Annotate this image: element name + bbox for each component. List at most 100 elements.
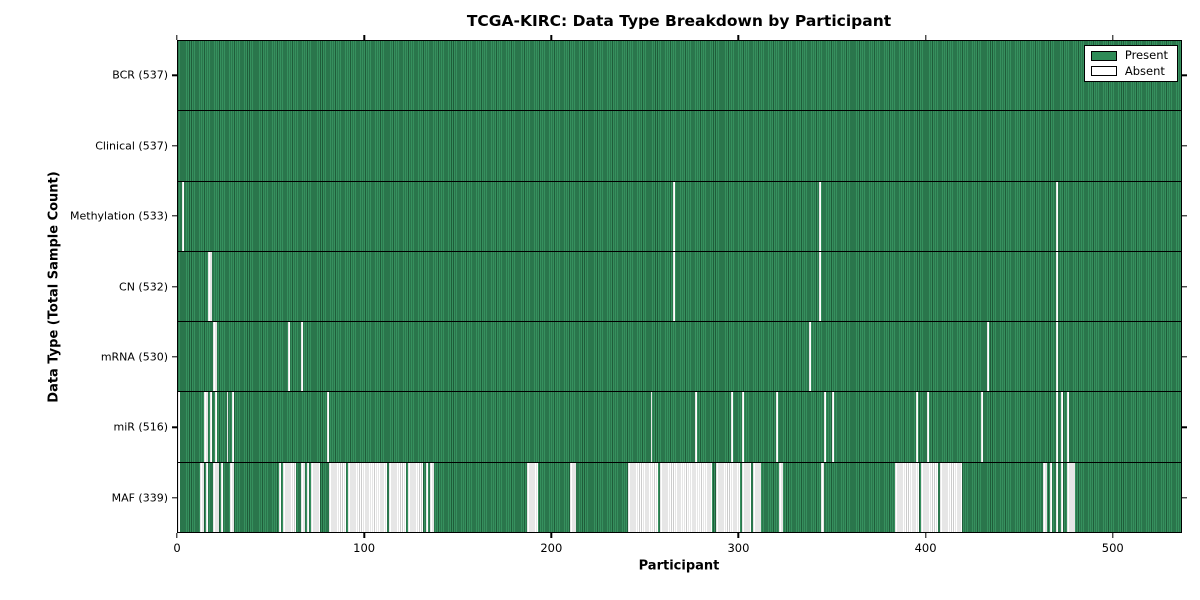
absent-segment — [570, 462, 576, 532]
absent-segment — [742, 462, 752, 532]
top-tick-mark — [737, 35, 740, 40]
right-tick-mark — [1182, 215, 1187, 217]
absent-segment — [895, 462, 920, 532]
legend-item-absent: Absent — [1090, 63, 1168, 78]
absent-segment — [659, 462, 713, 532]
data-type-row-miR — [178, 392, 1181, 463]
absent-segment — [204, 392, 208, 462]
absent-segment — [753, 462, 761, 532]
absent-segment — [1055, 462, 1058, 532]
y-tick-label-Methylation: Methylation (533) — [70, 209, 168, 223]
top-tick-mark — [550, 35, 552, 40]
top-tick-mark — [924, 35, 927, 40]
absent-segment — [282, 462, 296, 532]
y-tick-label-BCR: BCR (537) — [112, 68, 168, 82]
right-tick-mark — [1182, 497, 1187, 499]
x-tick-mark — [550, 533, 552, 538]
absent-segment — [824, 392, 827, 462]
y-tick-label-Clinical: Clinical (537) — [95, 139, 168, 153]
absent-segment — [986, 322, 989, 392]
legend-swatch-absent-icon — [1090, 66, 1117, 77]
x-axis-title: Participant — [638, 558, 720, 574]
y-tick-mark — [172, 497, 177, 499]
absent-segment — [672, 251, 675, 322]
right-tick-mark — [1182, 356, 1187, 358]
absent-segment — [288, 322, 291, 392]
top-tick-mark — [1112, 35, 1114, 40]
absent-segment — [730, 392, 733, 462]
absent-segment — [926, 392, 929, 462]
x-tick-label: 100 — [353, 541, 376, 555]
data-type-row-MAF — [178, 462, 1181, 532]
absent-segment — [310, 462, 320, 532]
absent-segment — [818, 251, 821, 322]
right-tick-mark — [1182, 74, 1187, 76]
x-tick-mark — [924, 533, 927, 538]
absent-segment — [181, 181, 184, 251]
x-tick-mark — [1112, 533, 1114, 538]
y-tick-mark — [172, 285, 177, 288]
absent-segment — [775, 392, 778, 462]
absent-segment — [329, 462, 347, 532]
absent-segment — [1050, 462, 1053, 532]
absent-segment — [1055, 251, 1058, 322]
absent-segment — [981, 392, 983, 462]
absent-segment — [278, 462, 281, 532]
figure-title: TCGA-KIRC: Data Type Breakdown by Partic… — [466, 12, 892, 30]
right-tick-mark — [1182, 144, 1187, 147]
absent-segment — [628, 462, 658, 532]
absent-segment — [327, 392, 330, 462]
absent-segment — [1061, 462, 1064, 532]
data-type-row-CN — [178, 251, 1181, 323]
x-tick-mark — [176, 533, 178, 538]
y-tick-mark — [172, 426, 177, 429]
x-tick-label: 0 — [173, 541, 181, 555]
absent-segment — [809, 322, 812, 392]
absent-segment — [695, 392, 698, 462]
absent-segment — [206, 462, 208, 532]
y-tick-mark — [172, 144, 177, 147]
legend: Present Absent — [1083, 45, 1178, 82]
absent-segment — [213, 322, 218, 392]
absent-segment — [650, 392, 653, 462]
absent-segment — [430, 462, 434, 532]
x-tick-mark — [737, 533, 740, 538]
absent-segment — [178, 392, 180, 462]
absent-segment — [1067, 392, 1069, 462]
plot-rows — [177, 40, 1182, 533]
absent-segment — [230, 462, 235, 532]
y-tick-label-miR: miR (516) — [113, 420, 169, 434]
absent-segment — [301, 462, 305, 532]
legend-label: Absent — [1124, 63, 1165, 78]
absent-segment — [779, 462, 784, 532]
y-tick-mark — [172, 356, 177, 358]
x-tick-mark — [363, 533, 365, 538]
right-tick-mark — [1182, 285, 1187, 288]
absent-segment — [672, 181, 675, 251]
y-tick-mark — [172, 215, 177, 217]
x-tick-label: 500 — [1101, 541, 1124, 555]
legend-item-present: Present — [1090, 49, 1168, 62]
absent-segment — [232, 392, 235, 462]
absent-segment — [940, 462, 963, 532]
absent-segment — [200, 462, 205, 532]
absent-segment — [226, 392, 229, 462]
absent-segment — [215, 392, 218, 462]
absent-segment — [347, 462, 388, 532]
absent-segment — [1067, 462, 1075, 532]
absent-segment — [426, 462, 429, 532]
absent-segment — [389, 462, 406, 532]
absent-segment — [1055, 392, 1058, 462]
absent-segment — [209, 392, 212, 462]
absent-segment — [220, 462, 223, 532]
absent-segment — [915, 392, 918, 462]
absent-segment — [306, 462, 309, 532]
right-tick-mark — [1182, 426, 1187, 429]
absent-segment — [831, 392, 834, 462]
absent-segment — [1042, 462, 1047, 532]
top-tick-mark — [176, 35, 178, 40]
y-tick-label-CN: CN (532) — [119, 280, 168, 293]
data-type-row-Clinical — [178, 111, 1181, 182]
absent-segment — [178, 462, 180, 532]
